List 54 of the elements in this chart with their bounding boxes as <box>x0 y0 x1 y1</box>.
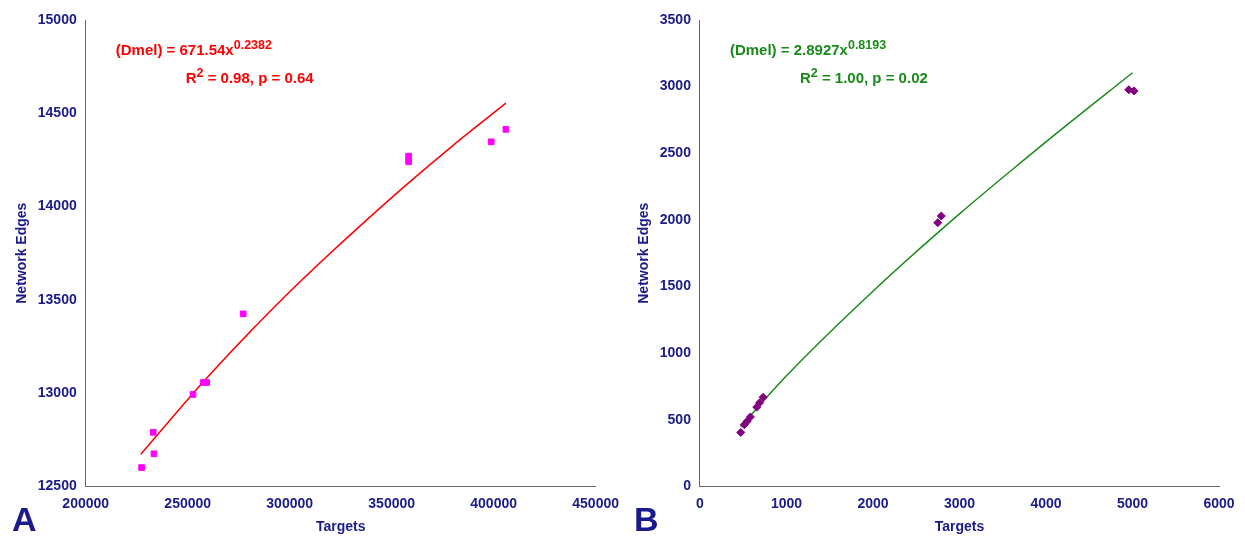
annotation: R$^{2}$ = 0.98, p = 0.64 <box>185 66 314 86</box>
point <box>736 427 746 437</box>
y-axis-title: Network Edges <box>635 202 652 304</box>
point <box>755 398 765 408</box>
x-tick-label: 1000 <box>770 494 803 511</box>
point <box>936 211 946 221</box>
x-tick-label: 300000 <box>266 494 314 511</box>
y-tick-label: 3000 <box>659 77 692 94</box>
point <box>138 464 145 471</box>
annotation: (Dmel) = 2.8927x$^{0.8193}$ <box>729 38 887 58</box>
x-tick-label: 6000 <box>1203 494 1235 511</box>
x-tick-label: 3000 <box>943 494 976 511</box>
point <box>933 218 943 228</box>
point <box>149 428 157 436</box>
y-tick-label: 0 <box>683 477 692 494</box>
point <box>239 310 247 318</box>
x-tick-label: 5000 <box>1116 494 1149 511</box>
y-tick-label: 15000 <box>37 10 77 27</box>
line-series <box>140 102 507 456</box>
x-tick-label: 400000 <box>470 494 518 511</box>
y-tick-label: 3500 <box>659 10 692 27</box>
text: B <box>634 500 659 539</box>
y-tick-label: 2000 <box>659 210 692 227</box>
y-tick-label: 13000 <box>37 383 77 400</box>
point <box>405 158 412 166</box>
x-tick-label: 200000 <box>62 494 110 511</box>
point <box>502 126 510 133</box>
x-tick-label: 2000 <box>857 494 889 511</box>
text: A <box>12 500 37 539</box>
y-tick-label: 1500 <box>659 277 692 294</box>
y-tick-label: 13500 <box>37 290 77 307</box>
y-axis-title: Network Edges <box>13 202 30 304</box>
point <box>487 138 495 146</box>
y-tick-label: 14000 <box>37 197 77 214</box>
point <box>203 379 211 386</box>
x-tick-label: 4000 <box>1030 494 1062 511</box>
y-tick-label: 14500 <box>37 104 77 121</box>
point <box>189 391 197 398</box>
y-tick-label: 1000 <box>659 344 692 360</box>
x-tick-label: 350000 <box>368 494 416 511</box>
x-tick-label: 450000 <box>572 494 620 511</box>
point <box>745 412 755 422</box>
x-tick-label: 0 <box>696 494 705 511</box>
point <box>150 450 158 458</box>
x-axis-title: Targets <box>934 518 985 535</box>
point <box>1129 86 1139 96</box>
x-tick-label: 250000 <box>164 494 212 511</box>
y-tick-label: 500 <box>667 410 692 427</box>
x-axis-title: Targets <box>315 518 366 535</box>
annotation: R$^{2}$ = 1.00, p = 0.02 <box>799 66 928 86</box>
point <box>758 392 768 402</box>
y-tick-label: 2500 <box>659 144 692 161</box>
annotation: (Dmel) = 671.54x$^{0.2382}$ <box>115 38 272 58</box>
y-tick-label: 12500 <box>37 477 77 494</box>
